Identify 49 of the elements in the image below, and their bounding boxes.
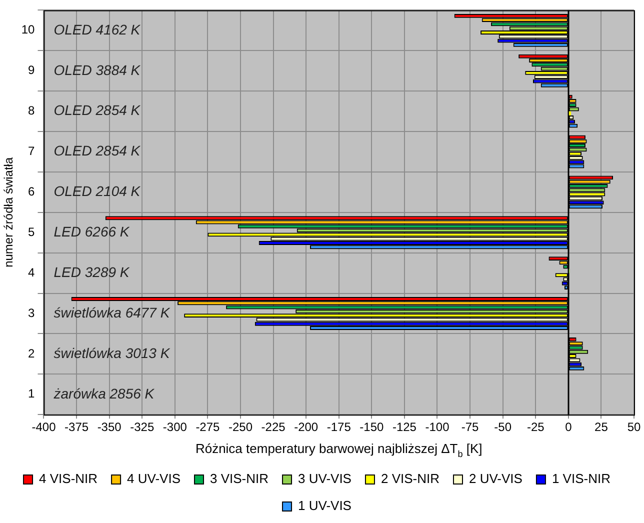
- legend-label: 3 UV-VIS: [298, 471, 352, 486]
- x-tick-label: -375: [64, 420, 89, 434]
- y-axis-title: numer źródła światła: [2, 157, 16, 268]
- x-tick-label: -325: [130, 420, 154, 434]
- legend-label: 2 VIS-NIR: [380, 471, 440, 486]
- annotation: OLED 2854 K: [54, 102, 141, 118]
- x-tick-label: -175: [326, 420, 352, 434]
- y-tick-label: 2: [28, 346, 36, 360]
- x-tick-label: -50: [494, 420, 512, 434]
- y-tick-label: 10: [21, 22, 36, 37]
- annotation: żarówka 2856 K: [52, 385, 155, 402]
- y-tick-label: 8: [28, 104, 36, 118]
- x-tick-label: -275: [196, 420, 220, 434]
- y-tick-label: 6: [28, 184, 36, 198]
- legend-label: 1 UV-VIS: [298, 498, 352, 514]
- y-tick-label: 4: [28, 265, 36, 280]
- legend-label: 2 UV-VIS: [468, 471, 523, 486]
- x-tick-label: -300: [162, 420, 188, 434]
- y-tick-label: 7: [28, 144, 36, 158]
- x-tick-label: -200: [294, 420, 318, 434]
- x-tick-label: -250: [228, 420, 253, 434]
- legend-label: 3 VIS-NIR: [210, 471, 269, 486]
- x-tick-label: 50: [627, 420, 641, 434]
- x-tick-label: -75: [461, 420, 480, 434]
- annotation: LED 6266 K: [54, 224, 130, 240]
- legend-label: 1 VIS-NIR: [552, 471, 610, 486]
- y-tick-label: 5: [28, 224, 36, 239]
- x-tick-label: -25: [526, 420, 545, 434]
- x-tick-label: -150: [360, 420, 384, 434]
- annotation: OLED 4162 K: [54, 21, 141, 38]
- annotation: LED 3289 K: [54, 264, 130, 280]
- x-tick-label: -100: [425, 420, 450, 434]
- legend-label: 4 VIS-NIR: [39, 471, 98, 486]
- annotation: OLED 2854 K: [54, 142, 141, 159]
- y-tick-label: 3: [28, 306, 36, 320]
- y-tick-label: 9: [28, 63, 36, 78]
- x-tick-label: 0: [565, 420, 572, 434]
- x-tick-label: -125: [392, 420, 417, 434]
- x-tick-label: -350: [97, 420, 122, 434]
- annotation: OLED 2104 K: [54, 183, 141, 200]
- y-tick-label: 1: [28, 386, 36, 401]
- x-tick-label: -225: [261, 420, 286, 434]
- annotation: świetlówka 6477 K: [54, 304, 170, 320]
- annotation: świetlówka 3013 K: [54, 344, 170, 361]
- annotation: OLED 3884 K: [54, 62, 141, 78]
- legend-label: 4 UV-VIS: [127, 471, 181, 486]
- x-tick-label: -400: [32, 420, 56, 434]
- bar: [568, 111, 572, 116]
- x-tick-label: 25: [594, 420, 608, 434]
